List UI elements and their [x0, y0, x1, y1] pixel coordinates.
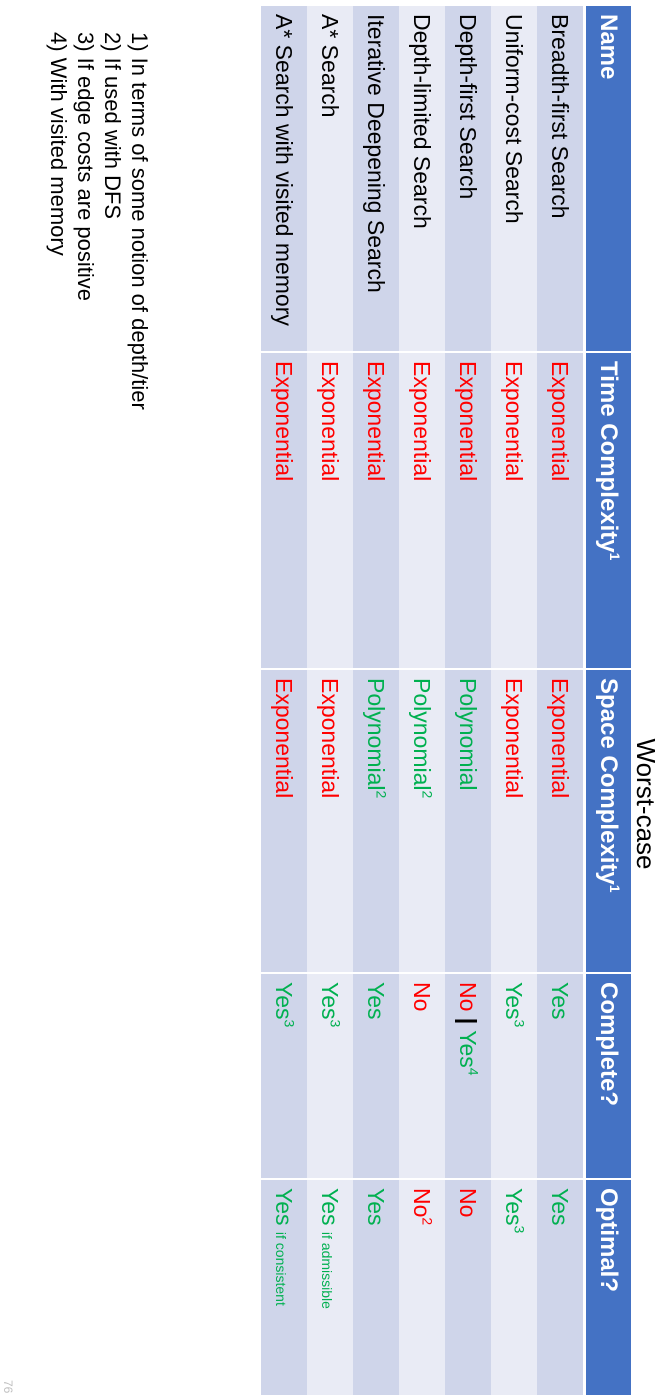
footnote-2: 2) If used with DFS: [100, 32, 125, 220]
optimal-text: Yes: [363, 1188, 390, 1226]
time-complexity: Exponential: [353, 352, 399, 669]
complete-footnote: 3: [282, 1019, 299, 1028]
table-header-row: Name Time Complexity1 Space Complexity1 …: [584, 5, 631, 1396]
algorithm-name: Depth-first Search: [445, 5, 491, 352]
space-footnote: 2: [374, 790, 391, 799]
header-space-complexity: Space Complexity1: [584, 669, 631, 973]
header-space-footnote: 1: [607, 884, 624, 893]
table-row: Iterative Deepening Search Exponential P…: [353, 5, 399, 1396]
table-row: Breadth-first Search Exponential Exponen…: [537, 5, 585, 1396]
table-row: A* Search Exponential Exponential Yes3 Y…: [307, 5, 353, 1396]
footnote-3: 3) If edge costs are positive: [73, 32, 98, 302]
worst-case-header: Worst-case: [631, 738, 661, 870]
complete-separator: |: [455, 1017, 482, 1025]
time-complexity: Exponential: [491, 352, 537, 669]
optimal-text: Yes: [547, 1188, 574, 1226]
space-complexity: Exponential: [261, 669, 307, 973]
optimal-condition-note: if consistent: [273, 1231, 290, 1306]
time-complexity: Exponential: [445, 352, 491, 669]
algorithm-name: Uniform-cost Search: [491, 5, 537, 352]
complete-value: Yes3: [491, 973, 537, 1179]
optimal-text: No: [455, 1188, 482, 1218]
optimal-value: Yes if admissible: [307, 1179, 353, 1396]
time-complexity: Exponential: [537, 352, 585, 669]
header-time-footnote: 1: [607, 552, 624, 561]
optimal-value: Yes3: [491, 1179, 537, 1396]
table-row: Depth-limited Search Exponential Polynom…: [399, 5, 445, 1396]
complete-text: Yes: [501, 982, 528, 1020]
optimal-footnote: 3: [512, 1225, 529, 1234]
time-complexity: Exponential: [261, 352, 307, 669]
complete-value: No | Yes4: [445, 973, 491, 1179]
complete-text-yes: Yes: [455, 1030, 482, 1068]
header-complete: Complete?: [584, 973, 631, 1179]
optimal-footnote: 2: [420, 1217, 437, 1226]
space-complexity: Polynomial2: [353, 669, 399, 973]
header-name: Name: [584, 5, 631, 352]
header-optimal-label: Optimal?: [595, 1188, 623, 1293]
optimal-condition-note: if admissible: [319, 1231, 336, 1309]
time-complexity: Exponential: [307, 352, 353, 669]
optimal-value: No2: [399, 1179, 445, 1396]
complete-text: Yes: [317, 982, 344, 1020]
search-algorithms-table: Name Time Complexity1 Space Complexity1 …: [261, 4, 631, 1397]
complete-text: Yes: [363, 982, 390, 1020]
complete-text-no: No: [455, 982, 482, 1012]
footnote-4: 4) With visited memory: [46, 32, 71, 256]
header-optimal: Optimal?: [584, 1179, 631, 1396]
space-complexity: Exponential: [491, 669, 537, 973]
complete-value: Yes3: [307, 973, 353, 1179]
algorithm-name: A* Search: [307, 5, 353, 352]
complete-text: Yes: [271, 982, 298, 1020]
optimal-text: No: [409, 1188, 436, 1218]
complete-text: Yes: [547, 982, 574, 1020]
footnote-1: 1) In terms of some notion of depth/tier: [127, 32, 152, 410]
optimal-text: Yes: [271, 1188, 298, 1226]
header-complete-label: Complete?: [595, 982, 623, 1107]
slide-number: 76: [1, 1380, 15, 1394]
complete-value: Yes: [353, 973, 399, 1179]
complete-value: Yes: [537, 973, 585, 1179]
complete-footnote: 3: [512, 1019, 529, 1028]
header-time-label: Time Complexity: [595, 361, 623, 553]
optimal-value: Yes: [537, 1179, 585, 1396]
optimal-text: Yes: [317, 1188, 344, 1226]
table-row: Uniform-cost Search Exponential Exponent…: [491, 5, 537, 1396]
optimal-value: Yes: [353, 1179, 399, 1396]
complete-footnote: 4: [466, 1067, 483, 1076]
algorithm-name: Iterative Deepening Search: [353, 5, 399, 352]
header-time-complexity: Time Complexity1: [584, 352, 631, 669]
optimal-value: No: [445, 1179, 491, 1396]
algorithm-name: Breadth-first Search: [537, 5, 585, 352]
complete-text: No: [409, 982, 436, 1012]
space-text: Polynomial: [409, 678, 436, 791]
algorithm-name: Depth-limited Search: [399, 5, 445, 352]
table-row: A* Search with visited memory Exponentia…: [261, 5, 307, 1396]
optimal-value: Yes if consistent: [261, 1179, 307, 1396]
footnotes: 1) In terms of some notion of depth/tier…: [45, 32, 153, 410]
complete-value: No: [399, 973, 445, 1179]
space-complexity: Exponential: [537, 669, 585, 973]
space-complexity: Exponential: [307, 669, 353, 973]
space-complexity: Polynomial: [445, 669, 491, 973]
complete-footnote: 3: [328, 1019, 345, 1028]
optimal-text: Yes: [501, 1188, 528, 1226]
algorithm-name: A* Search with visited memory: [261, 5, 307, 352]
time-complexity: Exponential: [399, 352, 445, 669]
space-footnote: 2: [420, 790, 437, 799]
table-row: Depth-first Search Exponential Polynomia…: [445, 5, 491, 1396]
complete-value: Yes3: [261, 973, 307, 1179]
space-text: Polynomial: [363, 678, 390, 791]
header-name-label: Name: [595, 14, 623, 80]
header-space-label: Space Complexity: [595, 678, 623, 885]
space-complexity: Polynomial2: [399, 669, 445, 973]
